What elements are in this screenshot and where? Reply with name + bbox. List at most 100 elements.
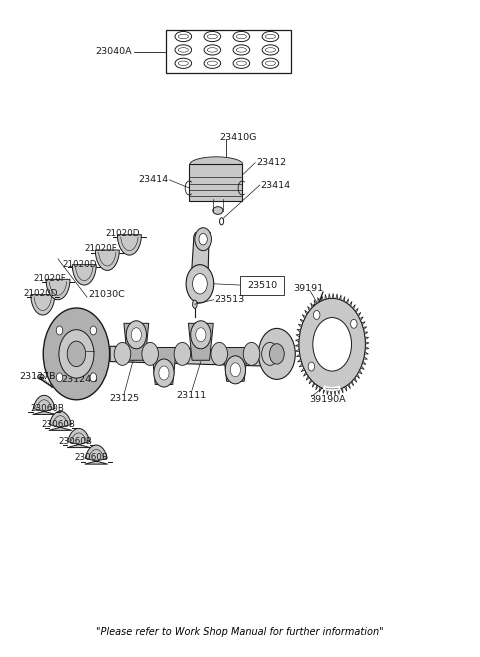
Ellipse shape	[207, 34, 217, 39]
Polygon shape	[188, 323, 213, 360]
Ellipse shape	[262, 58, 279, 68]
FancyBboxPatch shape	[240, 275, 284, 294]
Text: 23111: 23111	[177, 391, 207, 400]
Circle shape	[211, 342, 228, 365]
Circle shape	[199, 233, 207, 245]
Text: 21020D: 21020D	[106, 229, 140, 238]
Circle shape	[191, 321, 211, 349]
Ellipse shape	[213, 207, 223, 214]
Polygon shape	[191, 233, 211, 290]
Polygon shape	[152, 348, 177, 384]
Circle shape	[154, 359, 174, 387]
Polygon shape	[33, 396, 56, 415]
Ellipse shape	[207, 48, 217, 52]
Text: "Please refer to Work Shop Manual for further information": "Please refer to Work Shop Manual for fu…	[96, 627, 384, 637]
Text: 21020F: 21020F	[34, 273, 66, 283]
Polygon shape	[110, 346, 284, 367]
Text: 21020D: 21020D	[62, 260, 97, 269]
Ellipse shape	[265, 48, 276, 52]
Circle shape	[126, 321, 146, 349]
Ellipse shape	[313, 304, 319, 308]
Ellipse shape	[204, 45, 221, 55]
Circle shape	[196, 328, 206, 342]
Ellipse shape	[178, 61, 188, 66]
Text: 23127B: 23127B	[20, 372, 56, 380]
Text: 39191: 39191	[293, 284, 323, 293]
Circle shape	[230, 363, 240, 377]
Circle shape	[174, 342, 191, 365]
Text: 23412: 23412	[256, 158, 286, 167]
Ellipse shape	[262, 32, 279, 41]
Text: 23125: 23125	[109, 394, 139, 403]
Circle shape	[258, 328, 295, 379]
Circle shape	[225, 356, 246, 384]
Polygon shape	[96, 250, 119, 271]
Polygon shape	[223, 348, 248, 381]
Ellipse shape	[192, 300, 197, 308]
Text: 23124B: 23124B	[61, 375, 98, 384]
Circle shape	[90, 326, 96, 335]
Ellipse shape	[175, 45, 192, 55]
Text: 23414: 23414	[261, 181, 291, 189]
Circle shape	[56, 326, 63, 335]
Circle shape	[67, 341, 85, 367]
Circle shape	[131, 328, 142, 342]
Polygon shape	[67, 428, 90, 447]
Text: 23513: 23513	[215, 295, 245, 304]
Circle shape	[269, 344, 284, 364]
Circle shape	[90, 373, 96, 382]
Polygon shape	[295, 294, 369, 396]
Circle shape	[313, 317, 351, 371]
Circle shape	[262, 342, 278, 365]
Ellipse shape	[178, 48, 188, 52]
Polygon shape	[31, 294, 55, 315]
Circle shape	[195, 228, 211, 251]
Polygon shape	[72, 265, 96, 285]
Ellipse shape	[236, 48, 246, 52]
Text: 21020D: 21020D	[24, 289, 58, 298]
Text: 23060B: 23060B	[74, 453, 108, 463]
Ellipse shape	[265, 34, 276, 39]
Ellipse shape	[175, 32, 192, 41]
Ellipse shape	[236, 34, 246, 39]
Polygon shape	[49, 411, 72, 430]
Circle shape	[159, 366, 169, 380]
Text: 23060B: 23060B	[58, 437, 92, 445]
Ellipse shape	[38, 374, 44, 379]
FancyBboxPatch shape	[166, 30, 291, 74]
Ellipse shape	[233, 58, 250, 68]
Ellipse shape	[175, 58, 192, 68]
Text: 39190A: 39190A	[309, 396, 346, 404]
Ellipse shape	[233, 45, 250, 55]
Ellipse shape	[262, 45, 279, 55]
Text: 23510: 23510	[247, 281, 277, 290]
Text: 21030C: 21030C	[88, 290, 125, 299]
Circle shape	[308, 362, 314, 371]
Polygon shape	[84, 445, 108, 464]
Circle shape	[243, 342, 260, 365]
Polygon shape	[46, 279, 70, 300]
Text: 23040A: 23040A	[95, 47, 132, 57]
Circle shape	[186, 265, 214, 303]
Text: 23060B: 23060B	[41, 420, 75, 429]
Text: 21020F: 21020F	[84, 244, 117, 253]
Ellipse shape	[265, 61, 276, 66]
Text: 23060B: 23060B	[30, 403, 64, 413]
Ellipse shape	[219, 218, 224, 225]
Ellipse shape	[204, 58, 221, 68]
Circle shape	[142, 342, 158, 365]
Ellipse shape	[178, 34, 188, 39]
Polygon shape	[124, 323, 149, 360]
Circle shape	[299, 298, 365, 390]
Polygon shape	[118, 235, 142, 255]
Circle shape	[350, 319, 357, 328]
Ellipse shape	[204, 32, 221, 41]
Circle shape	[56, 373, 63, 382]
Ellipse shape	[233, 32, 250, 41]
FancyBboxPatch shape	[189, 164, 242, 201]
Circle shape	[43, 308, 109, 399]
Ellipse shape	[236, 61, 246, 66]
Circle shape	[192, 273, 207, 294]
Text: 23414: 23414	[138, 175, 168, 185]
Circle shape	[59, 330, 94, 378]
